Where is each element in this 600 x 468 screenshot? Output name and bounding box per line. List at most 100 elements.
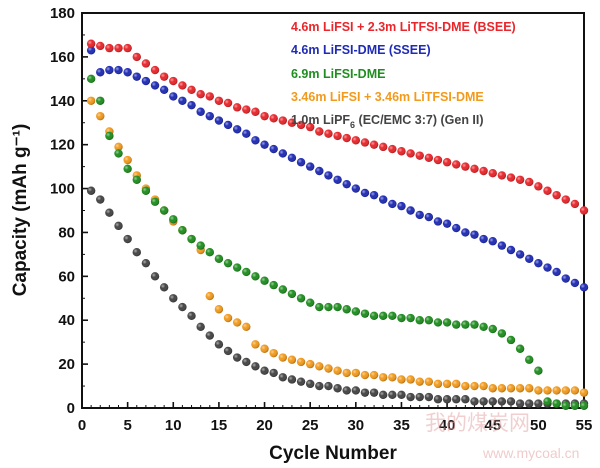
data-point-shade — [169, 294, 178, 303]
y-tick-label: 100 — [50, 181, 75, 198]
data-point-shade — [579, 283, 589, 292]
x-tick-label: 30 — [347, 417, 364, 434]
data-point-shade — [433, 318, 443, 327]
data-point-shade — [369, 190, 379, 200]
data-point-shade — [415, 316, 424, 325]
data-point-shade — [114, 221, 123, 231]
data-point-shade — [96, 111, 105, 121]
data-point-shade — [442, 395, 452, 404]
data-point-shade — [525, 355, 534, 364]
y-tick-label: 120 — [50, 137, 75, 154]
y-tick-label: 140 — [50, 93, 75, 110]
data-point-shade — [278, 149, 287, 158]
x-axis-title: Cycle Number — [269, 443, 397, 464]
data-point-shade — [205, 247, 214, 257]
data-point-shade — [497, 171, 507, 180]
data-point-shade — [442, 219, 452, 228]
data-point-shade — [159, 72, 169, 81]
data-point-shade — [150, 197, 160, 206]
data-point-shade — [159, 206, 169, 215]
data-point-shade — [141, 76, 151, 86]
data-point-shade — [424, 316, 434, 325]
data-point-shade — [287, 355, 297, 364]
data-point-shade — [86, 186, 96, 195]
data-point-shade — [379, 390, 388, 400]
data-point-shade — [497, 384, 507, 393]
data-point-shade — [214, 305, 224, 314]
data-point-shade — [543, 263, 552, 272]
data-point-shade — [96, 41, 105, 51]
data-point-shade — [543, 386, 552, 395]
data-point-shade — [552, 399, 561, 408]
data-point-shade — [397, 313, 406, 323]
data-point-shade — [479, 234, 488, 244]
x-tick-label: 25 — [302, 417, 319, 434]
data-point-shade — [424, 392, 434, 402]
data-point-shade — [269, 144, 278, 154]
data-point-shade — [169, 215, 178, 224]
data-point-shade — [406, 313, 415, 323]
legend-entry-6-9m: 6.9m LiFSI-DME — [291, 67, 385, 81]
data-point-shade — [579, 401, 589, 411]
data-point-shade — [488, 397, 497, 406]
data-point-shade — [260, 366, 269, 375]
data-point-shade — [579, 206, 589, 215]
data-point-shade — [287, 375, 297, 384]
data-point-shade — [488, 324, 497, 334]
data-point-shade — [251, 340, 260, 349]
y-tick-label: 0 — [67, 400, 75, 417]
data-point-shade — [242, 129, 251, 138]
x-tick-label: 35 — [393, 417, 410, 434]
data-point-shade — [561, 195, 570, 204]
data-point-shade — [351, 307, 361, 316]
x-tick-label: 15 — [211, 417, 228, 434]
data-points — [86, 39, 589, 411]
data-point-shade — [351, 184, 361, 193]
data-point-shade — [497, 329, 507, 338]
y-tick-label: 40 — [58, 312, 75, 329]
data-point-shade — [388, 199, 397, 209]
data-point-shade — [214, 254, 224, 263]
data-point-shade — [424, 153, 434, 163]
data-point-shade — [506, 397, 516, 406]
data-point-shade — [452, 160, 461, 169]
x-tick-label: 5 — [123, 417, 131, 434]
data-point-shade — [333, 175, 342, 184]
data-point-shade — [86, 96, 96, 105]
data-point-shade — [388, 373, 397, 382]
data-point-shade — [342, 368, 351, 378]
data-point-shade — [260, 344, 269, 353]
data-point-shade — [242, 322, 251, 332]
data-point-shade — [305, 122, 315, 132]
data-point-shade — [178, 226, 187, 235]
legend-entry-bsee: 4.6m LiFSI + 2.3m LiTFSI-DME (BSEE) — [291, 20, 516, 34]
data-point-shade — [452, 320, 461, 329]
data-point-shade — [415, 377, 424, 386]
data-point-shade — [515, 175, 525, 184]
data-point-shade — [287, 153, 297, 163]
series-4-6m-lifsi-dme-ssee — [86, 46, 589, 292]
data-point-shade — [260, 111, 269, 121]
data-point-shade — [315, 362, 324, 371]
data-point-shade — [232, 103, 242, 112]
watermark-logo-text: 我的煤炭网 — [425, 412, 530, 435]
series-4-6m-lifsi-2-3m-litfsi-dme-bsee — [86, 39, 589, 215]
data-point-shade — [470, 230, 479, 239]
data-point-shade — [305, 359, 315, 369]
data-point-shade — [296, 294, 306, 303]
data-point-shade — [187, 85, 196, 95]
data-point-shade — [515, 384, 525, 393]
data-point-shade — [114, 149, 123, 158]
data-point-shade — [351, 136, 361, 145]
data-point-shade — [223, 98, 233, 108]
data-point-shade — [570, 199, 580, 209]
data-point-shade — [150, 65, 160, 75]
data-point-shade — [397, 390, 406, 400]
legend-entry-gen-ii: 1.0m LiPF6 (EC/EMC 3:7) (Gen II) — [291, 113, 484, 130]
data-point-shade — [251, 107, 260, 116]
data-point-shade — [324, 171, 333, 180]
data-point-shade — [479, 166, 488, 176]
y-tick-label: 180 — [50, 5, 75, 22]
data-point-shade — [251, 272, 260, 281]
data-point-shade — [305, 162, 315, 171]
